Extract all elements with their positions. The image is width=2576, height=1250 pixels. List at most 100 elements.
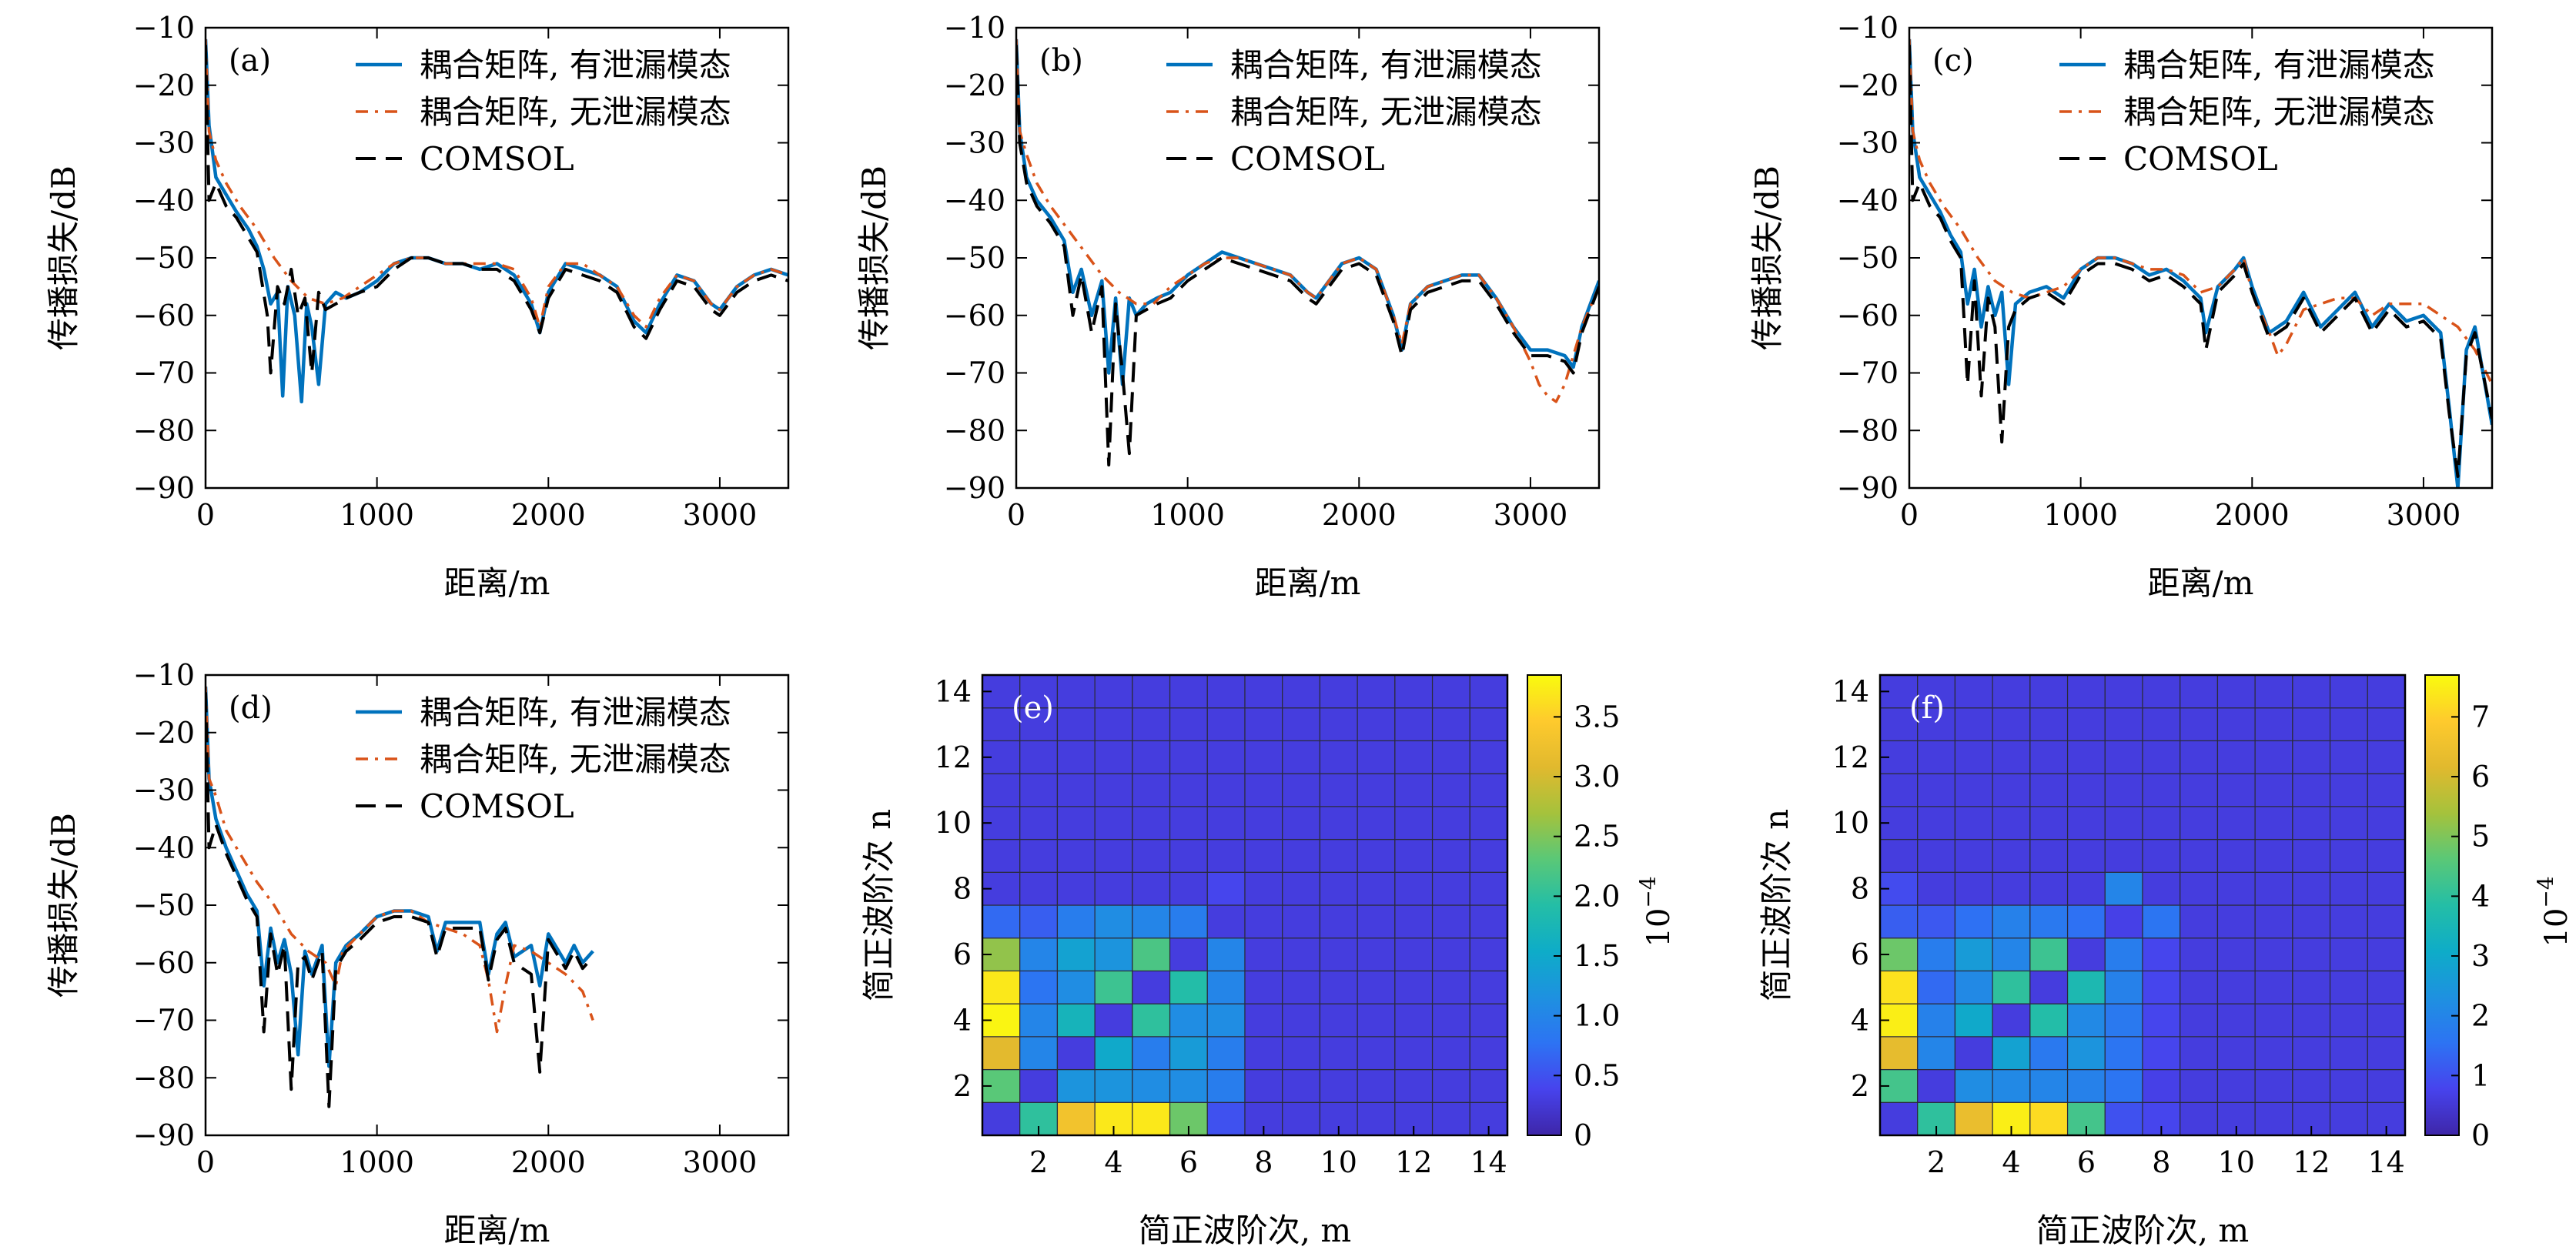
- heatmap-cell: [2292, 1036, 2331, 1071]
- heatmap-cell: [1357, 1036, 1396, 1071]
- heatmap-cell: [1394, 1068, 1434, 1103]
- heatmap-cell: [1094, 871, 1133, 906]
- x-tick-label: 2000: [511, 1145, 586, 1179]
- heatmap-cell: [2329, 1068, 2368, 1103]
- heatmap-cell: [2216, 674, 2256, 709]
- heatmap-cell: [1282, 773, 1321, 807]
- colorbar-scale-label: 10−4: [1635, 876, 1677, 947]
- heatmap-cell: [2367, 970, 2406, 1004]
- colorbar: [1527, 674, 1562, 1136]
- heatmap-cell: [1917, 938, 1956, 972]
- heatmap-cell: [1992, 970, 2031, 1004]
- y-axis-label: 传播损失/dB: [855, 165, 893, 350]
- heatmap-cell: [1319, 1003, 1358, 1038]
- heatmap-cell: [2216, 938, 2256, 972]
- x-tick-label: 3000: [683, 498, 758, 532]
- y-tick-label: −60: [133, 299, 195, 333]
- heatmap-cell: [1992, 707, 2031, 742]
- colorbar-tick-label: 1.0: [1574, 999, 1620, 1033]
- heatmap-cell: [1992, 838, 2031, 873]
- heatmap-cell: [2292, 740, 2331, 774]
- heatmap-cell: [1319, 1036, 1358, 1071]
- heatmap-cell: [1319, 707, 1358, 742]
- heatmap-cell: [2254, 838, 2293, 873]
- x-axis-label: 简正波阶次, m: [1139, 1212, 1352, 1249]
- legend-label: COMSOL: [1230, 140, 1385, 178]
- heatmap-cell: [1282, 707, 1321, 742]
- heatmap-cell: [1469, 773, 1508, 807]
- heatmap-cell: [1094, 838, 1133, 873]
- heatmap-cell: [1469, 806, 1508, 841]
- heatmap-cell: [982, 970, 1021, 1004]
- line-panel-d: 0 1000 2000 3000 −90 −80 −70 −60 −50 −40 −30 −20 −10…: [45, 658, 790, 1249]
- heatmap-cell: [2329, 838, 2368, 873]
- colorbar: [2424, 674, 2460, 1136]
- heatmap-cell: [2104, 740, 2143, 774]
- heatmap-cell: [1244, 938, 1283, 972]
- heatmap-cell: [1244, 1068, 1283, 1103]
- heatmap-cell: [2029, 707, 2069, 742]
- x-tick-label: 1000: [1150, 498, 1225, 532]
- heatmap-cell: [1954, 1101, 1993, 1136]
- y-tick-label: 10: [1832, 806, 1869, 840]
- heatmap-cell: [2104, 871, 2143, 906]
- heatmap-cell: [2104, 1003, 2143, 1038]
- heatmap-cell: [1282, 871, 1321, 906]
- heatmap-cell: [2329, 707, 2368, 742]
- heatmap-cell: [2367, 904, 2406, 939]
- heatmap-cell: [1469, 871, 1508, 906]
- heatmap-cell: [2142, 1068, 2181, 1103]
- panel-tag: (f): [1909, 690, 1945, 726]
- heatmap-cell: [2029, 1101, 2069, 1136]
- heatmap-cell: [1319, 938, 1358, 972]
- x-tick-label: 1000: [340, 1145, 414, 1179]
- heatmap-cell: [1169, 938, 1208, 972]
- y-tick-label: −80: [133, 413, 195, 447]
- heatmap-cell: [1056, 806, 1096, 841]
- heatmap-cell: [1019, 1068, 1059, 1103]
- series-line: [206, 686, 594, 1034]
- x-tick-label: 10: [2218, 1145, 2255, 1179]
- y-tick-label: 2: [1851, 1069, 1869, 1103]
- heatmap-cell: [1206, 674, 1246, 709]
- heatmap-cell: [2066, 1036, 2106, 1071]
- heatmap-cell: [1917, 970, 1956, 1004]
- heatmap-cell: [1917, 1068, 1956, 1103]
- heatmap-cell: [1169, 1036, 1208, 1071]
- panel-tag: (d): [229, 690, 273, 726]
- heatmap-cell: [1879, 970, 1919, 1004]
- y-tick-label: 14: [1832, 674, 1869, 708]
- heatmap-cell: [1469, 970, 1508, 1004]
- heatmap-cell: [2029, 740, 2069, 774]
- heatmap-cell: [1357, 740, 1396, 774]
- heatmap-cell: [1056, 1003, 1096, 1038]
- heatmap-cell: [2216, 871, 2256, 906]
- heatmap-cell: [982, 904, 1021, 939]
- heatmap-cell: [1132, 1101, 1171, 1136]
- heatmap-cell: [2142, 904, 2181, 939]
- heatmap-cell: [1917, 806, 1956, 841]
- heatmap-cell: [2216, 773, 2256, 807]
- series-line: [1909, 38, 2492, 386]
- heatmap-cell: [1282, 838, 1321, 873]
- heatmap-cell: [2142, 806, 2181, 841]
- colorbar-scale-exponent: −4: [1635, 876, 1661, 907]
- heatmap-cell: [1879, 838, 1919, 873]
- y-tick-label: −60: [1837, 299, 1899, 333]
- legend-label: 耦合矩阵, 有泄漏模态: [2123, 46, 2435, 84]
- heatmap-cell: [1094, 806, 1133, 841]
- heatmap-cell: [1992, 904, 2031, 939]
- y-tick-label: −10: [1837, 11, 1899, 45]
- heatmap-cell: [2329, 904, 2368, 939]
- y-tick-label: −50: [133, 241, 195, 275]
- x-tick-label: 2000: [2215, 498, 2290, 532]
- heatmap-cell: [1394, 1003, 1434, 1038]
- heatmap-cell: [1917, 838, 1956, 873]
- heatmap-cell: [2180, 773, 2219, 807]
- heatmap-cell: [2254, 674, 2293, 709]
- y-tick-label: −30: [944, 126, 1005, 160]
- heatmap-cell: [2142, 871, 2181, 906]
- legend-label: COMSOL: [2123, 140, 2278, 178]
- heatmap-cell: [1357, 773, 1396, 807]
- heatmap-cell: [1357, 674, 1396, 709]
